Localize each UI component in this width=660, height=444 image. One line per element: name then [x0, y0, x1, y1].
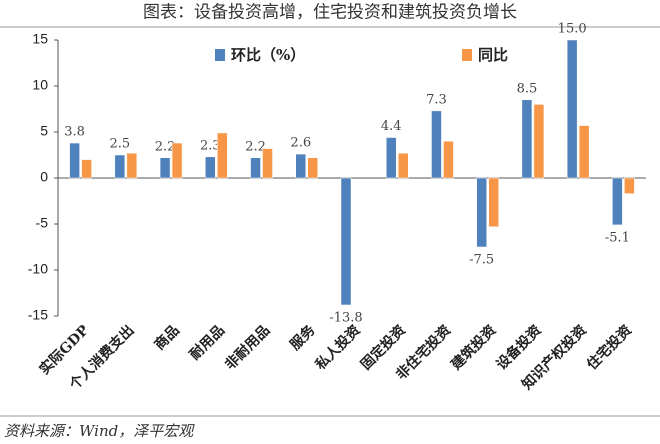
- y-tick-label: 5: [40, 123, 48, 139]
- bar: [262, 148, 273, 179]
- bar: [171, 142, 183, 179]
- value-label: 2.2: [155, 139, 176, 154]
- bar: [443, 140, 454, 179]
- legend-label: 同比: [478, 46, 508, 64]
- source-note: 资料来源：Wind，泽平宏观: [4, 422, 195, 440]
- x-tick-label: 服务: [287, 321, 320, 354]
- value-label: 4.4: [381, 119, 402, 134]
- bar: [159, 157, 171, 179]
- x-tick-label: 私人投资: [312, 322, 364, 374]
- bar: [612, 177, 623, 226]
- bar: [533, 104, 545, 179]
- legend-swatch: [462, 49, 472, 61]
- bar: [295, 153, 307, 179]
- value-label: 2.3: [200, 138, 221, 153]
- value-label: -13.8: [329, 310, 362, 325]
- bar: [624, 177, 635, 194]
- bar: [476, 177, 487, 248]
- bar: [307, 157, 319, 179]
- value-label: 2.6: [290, 136, 311, 151]
- bar: [250, 157, 261, 179]
- y-tick-label: 10: [32, 77, 48, 93]
- bar: [114, 154, 126, 179]
- bar: [126, 152, 138, 179]
- legend-label: 环比（%）: [231, 46, 305, 64]
- value-label: -7.5: [469, 253, 494, 268]
- value-label: 15.0: [558, 22, 587, 37]
- value-label: 7.3: [426, 92, 447, 107]
- chart-title: 图表：设备投资高增，住宅投资和建筑投资负增长: [143, 3, 517, 23]
- bar: [566, 39, 578, 179]
- bar: [205, 156, 216, 179]
- value-label: 8.5: [517, 81, 538, 96]
- y-tick-label: -15: [28, 307, 48, 323]
- x-tick-label: 住宅投资: [583, 322, 635, 374]
- y-tick-label: 15: [32, 31, 48, 47]
- bar: [217, 132, 228, 179]
- bar: [397, 152, 409, 179]
- bar: [385, 137, 397, 179]
- bar: [431, 110, 442, 179]
- y-tick-label: 0: [40, 169, 48, 185]
- x-tick-label: 建筑投资: [448, 322, 500, 374]
- y-tick-label: -10: [28, 261, 48, 277]
- x-tick-label: 商品: [151, 322, 183, 354]
- value-label: 2.2: [245, 139, 266, 154]
- bar: [69, 142, 80, 179]
- bar: [488, 177, 499, 228]
- bar: [81, 159, 92, 179]
- bar: [578, 125, 590, 179]
- bar: [521, 99, 533, 179]
- value-label: 3.8: [64, 125, 85, 140]
- x-tick-label: 耐用品: [186, 322, 228, 364]
- legend-swatch: [215, 49, 225, 61]
- value-label: -5.1: [605, 230, 630, 245]
- bar: [340, 177, 352, 306]
- y-tick-label: -5: [36, 215, 49, 231]
- value-label: 2.5: [110, 137, 131, 152]
- x-tick-label: 非耐用品: [222, 322, 274, 374]
